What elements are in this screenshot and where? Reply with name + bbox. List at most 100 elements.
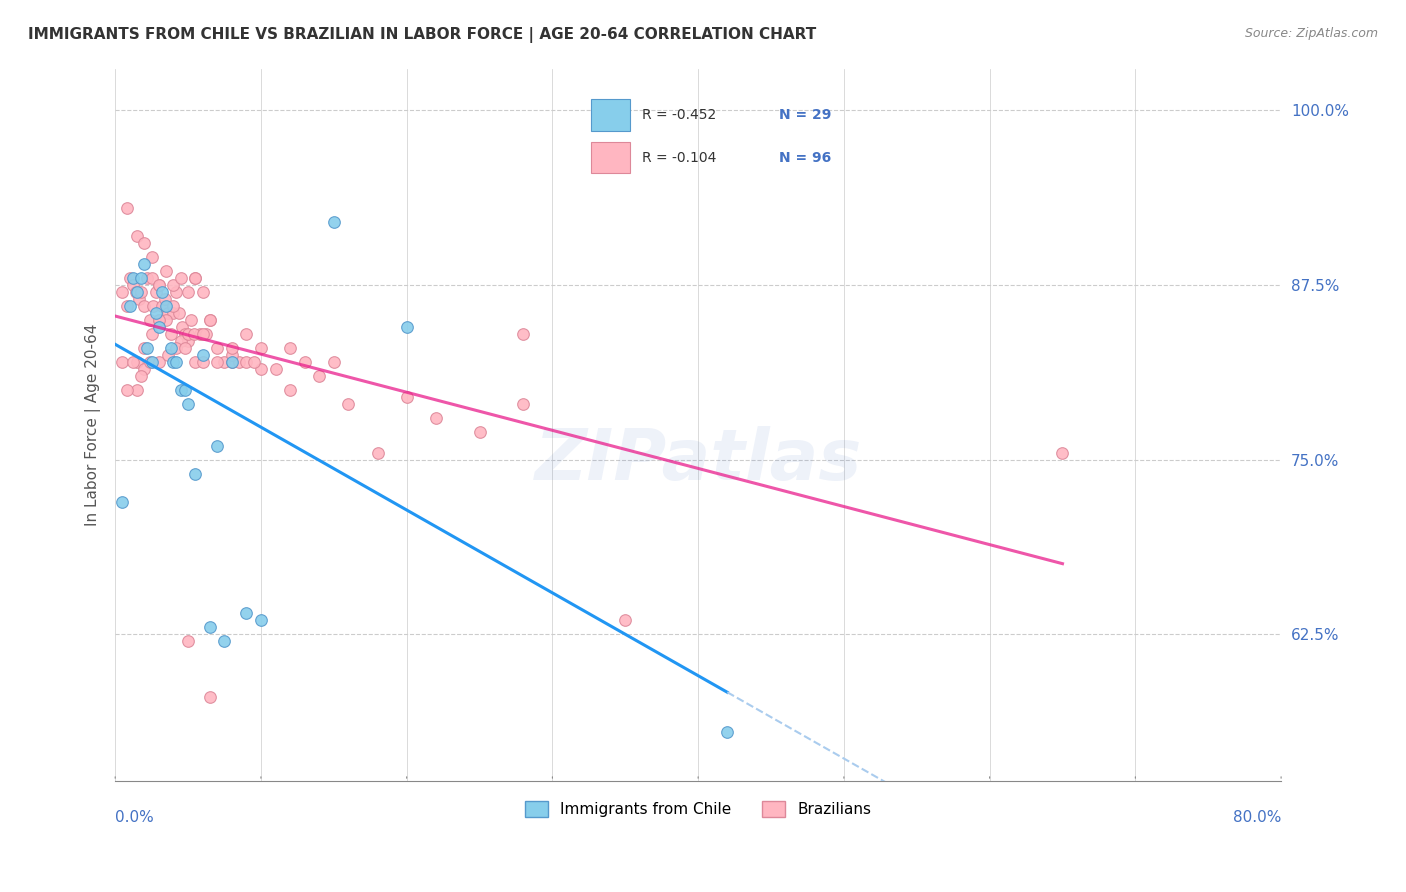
Point: [121, 271, 143, 285]
Point: [235, 326, 257, 341]
Y-axis label: In Labor Force | Age 20-64: In Labor Force | Age 20-64: [86, 324, 101, 526]
Point: [148, 278, 170, 293]
Point: [191, 348, 214, 362]
Point: [198, 313, 221, 327]
Point: [150, 285, 173, 299]
Point: [155, 264, 177, 278]
Point: [235, 607, 257, 621]
Point: [184, 271, 207, 285]
Point: [184, 467, 207, 481]
Point: [165, 341, 187, 355]
Point: [170, 383, 193, 397]
Point: [148, 355, 170, 369]
Point: [150, 299, 173, 313]
Point: [177, 634, 200, 648]
Point: [125, 285, 148, 299]
Point: [250, 341, 273, 355]
Point: [205, 355, 228, 369]
Point: [111, 355, 134, 369]
Point: [131, 285, 153, 299]
Point: [425, 410, 447, 425]
Point: [156, 348, 179, 362]
Point: [159, 341, 181, 355]
Point: [198, 690, 221, 705]
Point: [115, 201, 138, 215]
Point: [512, 397, 534, 411]
Point: [165, 285, 187, 299]
Point: [264, 362, 287, 376]
Point: [250, 362, 273, 376]
Point: [716, 725, 738, 739]
Point: [145, 306, 167, 320]
Point: [221, 355, 243, 369]
Point: [367, 446, 389, 460]
Point: [141, 326, 163, 341]
Point: [128, 292, 150, 306]
Point: [125, 355, 148, 369]
Point: [184, 355, 207, 369]
Point: [198, 620, 221, 634]
Point: [174, 341, 197, 355]
Point: [134, 257, 156, 271]
Point: [162, 306, 184, 320]
Point: [191, 326, 214, 341]
Point: [214, 634, 236, 648]
Point: [155, 313, 177, 327]
Point: [142, 299, 165, 313]
Point: [159, 326, 181, 341]
Point: [278, 383, 301, 397]
Point: [322, 355, 344, 369]
Text: ZIPatlas: ZIPatlas: [534, 425, 862, 495]
Point: [205, 341, 228, 355]
Text: IMMIGRANTS FROM CHILE VS BRAZILIAN IN LABOR FORCE | AGE 20-64 CORRELATION CHART: IMMIGRANTS FROM CHILE VS BRAZILIAN IN LA…: [28, 27, 817, 43]
Point: [162, 299, 184, 313]
Point: [294, 355, 316, 369]
Point: [221, 355, 243, 369]
Point: [134, 236, 156, 251]
Point: [177, 326, 200, 341]
Text: 80.0%: 80.0%: [1233, 810, 1281, 824]
Point: [322, 215, 344, 229]
Point: [121, 355, 143, 369]
Point: [512, 326, 534, 341]
Point: [250, 613, 273, 627]
Point: [148, 278, 170, 293]
Point: [184, 271, 207, 285]
Point: [141, 250, 163, 264]
Point: [174, 383, 197, 397]
Point: [337, 397, 360, 411]
Point: [214, 355, 236, 369]
Point: [125, 383, 148, 397]
Point: [136, 341, 159, 355]
Point: [134, 362, 156, 376]
Point: [172, 320, 194, 334]
Point: [221, 348, 243, 362]
Text: Source: ZipAtlas.com: Source: ZipAtlas.com: [1244, 27, 1378, 40]
Point: [242, 355, 264, 369]
Point: [183, 326, 205, 341]
Point: [468, 425, 491, 439]
Point: [395, 390, 418, 404]
Point: [134, 299, 156, 313]
Point: [170, 271, 193, 285]
Point: [139, 355, 162, 369]
Point: [170, 334, 193, 348]
Point: [153, 292, 176, 306]
Point: [148, 313, 170, 327]
Point: [111, 285, 134, 299]
Point: [198, 313, 221, 327]
Point: [228, 355, 250, 369]
Point: [121, 278, 143, 293]
Point: [136, 271, 159, 285]
Point: [177, 397, 200, 411]
Point: [134, 341, 156, 355]
Point: [162, 278, 184, 293]
Point: [148, 313, 170, 327]
Point: [115, 383, 138, 397]
Point: [614, 613, 637, 627]
Point: [124, 285, 146, 299]
Point: [145, 285, 167, 299]
Point: [191, 285, 214, 299]
Point: [1052, 446, 1074, 460]
Text: 0.0%: 0.0%: [115, 810, 153, 824]
